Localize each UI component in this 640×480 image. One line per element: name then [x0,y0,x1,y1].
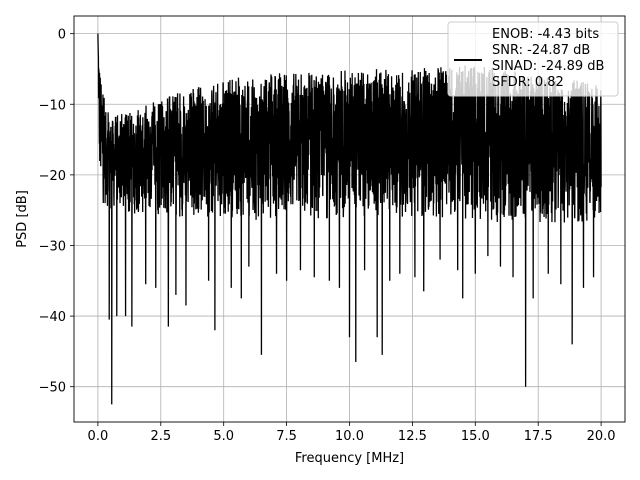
y-tick-label: −10 [39,98,66,113]
psd-series-line [97,33,602,405]
legend-entry: ENOB: -4.43 bits [492,27,599,42]
legend-entry: SFDR: 0.82 [492,75,564,90]
legend-box [447,21,619,97]
x-tick-label: 5.0 [213,429,234,444]
y-tick-label: −20 [39,169,66,184]
y-tick-label: 0 [58,28,66,43]
series-layer [97,33,602,405]
x-tick-label: 2.5 [150,429,171,444]
x-tick-label: 17.5 [524,429,553,444]
x-ticks: 0.0 2.5 5.0 7.5 10.0 12.5 15.0 17.5 20.0 [88,422,616,444]
x-axis-label: Frequency [MHz] [295,451,404,466]
x-tick-label: 12.5 [398,429,427,444]
x-tick-label: 20.0 [587,429,616,444]
x-tick-label: 7.5 [276,429,297,444]
y-axis-label: PSD [dB] [15,190,30,248]
x-tick-label: 15.0 [461,429,490,444]
y-tick-label: −40 [39,310,66,325]
legend-entry: SINAD: -24.89 dB [492,59,604,74]
x-tick-label: 10.0 [335,429,364,444]
y-ticks: 0 −10 −20 −30 −40 −50 [39,28,74,396]
legend-entry: SNR: -24.87 dB [492,43,590,58]
y-tick-label: −30 [39,239,66,254]
x-tick-label: 0.0 [88,429,109,444]
y-tick-label: −50 [39,381,66,396]
